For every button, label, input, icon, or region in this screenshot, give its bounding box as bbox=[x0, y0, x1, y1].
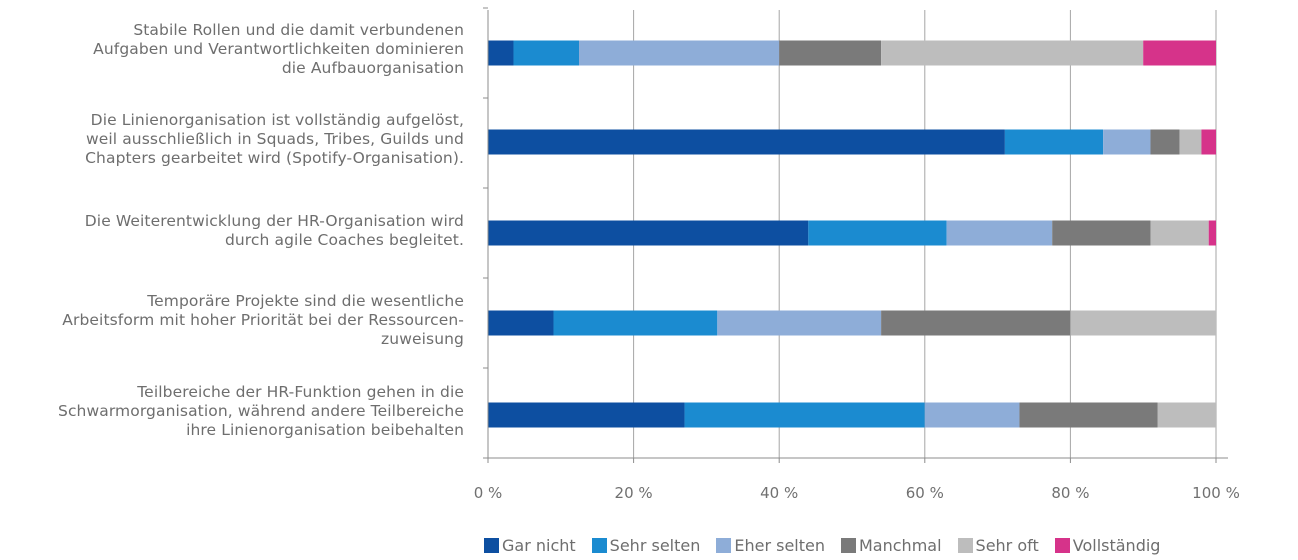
category-label-1: Stabile Rollen und die damit verbundenen… bbox=[93, 21, 464, 77]
legend-label: Vollständig bbox=[1072, 536, 1161, 555]
bar-segment bbox=[1004, 129, 1104, 155]
legend: Gar nicht Sehr selten Eher selten Manchm… bbox=[484, 536, 1160, 555]
bar-segment bbox=[881, 310, 1071, 336]
bar-segment bbox=[488, 402, 685, 428]
bar-segment bbox=[808, 220, 947, 246]
bar-segment bbox=[488, 129, 1005, 155]
bar-segment bbox=[1052, 220, 1151, 246]
bar-segment bbox=[1150, 220, 1209, 246]
category-label-2: Die Linienorganisation ist vollständig a… bbox=[85, 111, 464, 167]
bar-segment bbox=[1150, 129, 1180, 155]
bar-segment bbox=[488, 40, 514, 66]
bar-segment bbox=[1208, 220, 1216, 246]
legend-item: Gar nicht bbox=[484, 536, 576, 555]
bar-segment bbox=[946, 220, 1053, 246]
legend-swatch bbox=[841, 538, 856, 553]
category-label-3: Die Weiterentwicklung der HR-Organisatio… bbox=[84, 212, 464, 249]
legend-label: Eher selten bbox=[734, 536, 825, 555]
bar-segment bbox=[1157, 402, 1216, 428]
legend-label: Sehr oft bbox=[975, 536, 1039, 555]
category-label-5: Teilbereiche der HR-Funktion gehen in di… bbox=[58, 383, 464, 439]
legend-label: Gar nicht bbox=[502, 536, 576, 555]
bar-segment bbox=[1143, 40, 1216, 66]
bar-segment bbox=[488, 220, 809, 246]
bar-segment bbox=[1179, 129, 1202, 155]
legend-swatch bbox=[957, 538, 973, 553]
category-label-4: Temporäre Projekte sind die wesentliche … bbox=[62, 292, 464, 348]
bar-segment bbox=[924, 402, 1020, 428]
bar-segment bbox=[1070, 310, 1216, 336]
bar-segment bbox=[717, 310, 882, 336]
bar-segment bbox=[881, 40, 1144, 66]
legend-item: Vollständig bbox=[1054, 536, 1161, 555]
legend-swatch bbox=[484, 538, 499, 553]
legend-swatch bbox=[716, 538, 732, 553]
legend-label: Manchmal bbox=[859, 536, 942, 555]
bar-segment bbox=[579, 40, 780, 66]
bar-segment bbox=[488, 310, 554, 336]
bar-segment bbox=[1201, 129, 1216, 155]
legend-swatch bbox=[591, 538, 607, 553]
legend-item: Eher selten bbox=[716, 536, 825, 555]
x-tick-label: 40 % bbox=[760, 484, 798, 502]
legend-item: Manchmal bbox=[841, 536, 942, 555]
x-tick-label: 0 % bbox=[474, 484, 503, 502]
bar-segment bbox=[779, 40, 882, 66]
legend-item: Sehr selten bbox=[591, 536, 701, 555]
bar-segment bbox=[1103, 129, 1151, 155]
x-tick-label: 20 % bbox=[615, 484, 653, 502]
legend-label: Sehr selten bbox=[609, 536, 701, 555]
x-tick-label: 60 % bbox=[906, 484, 944, 502]
bar-segment bbox=[1019, 402, 1158, 428]
legend-swatch bbox=[1054, 538, 1070, 553]
bar-segment bbox=[513, 40, 579, 66]
bar-segment bbox=[684, 402, 925, 428]
bar-segment bbox=[553, 310, 718, 336]
x-tick-label: 100 % bbox=[1192, 484, 1240, 502]
x-tick-label: 80 % bbox=[1051, 484, 1089, 502]
legend-item: Sehr oft bbox=[957, 536, 1039, 555]
